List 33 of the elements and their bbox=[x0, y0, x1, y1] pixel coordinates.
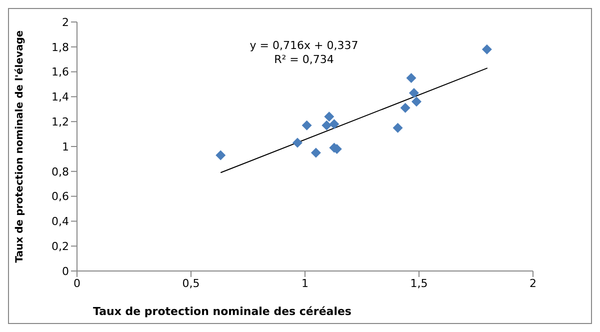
x-tick-label: 1 bbox=[302, 276, 308, 290]
x-axis-title: Taux de protection nominale des céréales bbox=[93, 305, 352, 318]
point bbox=[400, 102, 410, 113]
point bbox=[406, 73, 416, 84]
y-tick-label: 0 bbox=[62, 264, 69, 278]
y-tick-label: 1 bbox=[62, 140, 69, 154]
point bbox=[482, 44, 492, 54]
point bbox=[310, 148, 321, 158]
point bbox=[322, 120, 332, 130]
point bbox=[329, 119, 340, 130]
point bbox=[392, 122, 403, 133]
annotation: R² = 0,734 bbox=[274, 53, 334, 66]
y-tick-label: 0,8 bbox=[52, 165, 69, 178]
y-axis-title: Taux de protection nominale de l'élevage bbox=[14, 30, 26, 263]
point bbox=[216, 150, 226, 160]
y-tick-label: 0,2 bbox=[52, 240, 69, 254]
y-tick-label: 2 bbox=[62, 16, 69, 29]
annotation: y = 0,716x + 0,337 bbox=[250, 39, 358, 52]
point bbox=[324, 112, 334, 122]
x-tick-label: 2 bbox=[530, 276, 536, 290]
point bbox=[292, 138, 302, 148]
y-tick-label: 1,6 bbox=[52, 66, 69, 79]
x-tick-label: 0,5 bbox=[182, 276, 200, 290]
x-tick-label: 0 bbox=[74, 276, 80, 290]
x-tick-label: 1,5 bbox=[410, 276, 428, 290]
y-tick-label: 1,8 bbox=[52, 40, 69, 54]
y-tick-label: 1,2 bbox=[52, 116, 69, 129]
point bbox=[302, 120, 312, 130]
y-tick-label: 1,4 bbox=[52, 90, 69, 104]
point bbox=[408, 88, 419, 98]
y-tick-label: 0,6 bbox=[52, 190, 69, 204]
point bbox=[411, 96, 422, 107]
y-tick-label: 0,4 bbox=[52, 215, 69, 228]
